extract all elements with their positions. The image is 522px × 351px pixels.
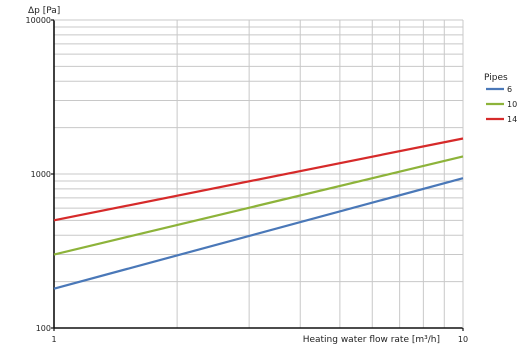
legend-label-14: 14 (507, 115, 517, 124)
y-tick-label: 1000 (31, 170, 51, 179)
series-line-10 (53, 155, 464, 256)
x-axis-label: Heating water flow rate [m³/h] (303, 335, 440, 345)
legend-title: Pipes (484, 73, 508, 83)
y-tick-label: 10000 (26, 16, 51, 25)
plot-lines (53, 137, 464, 290)
x-tick-label: 10 (458, 335, 468, 344)
y-axis-label: Δp [Pa] (28, 6, 60, 16)
y-tick-label: 100 (36, 324, 51, 333)
legend-label-6: 6 (507, 85, 512, 94)
legend: Pipes 6 10 14 (484, 73, 517, 124)
grid (54, 20, 463, 328)
series-line-14 (53, 137, 464, 222)
legend-label-10: 10 (507, 100, 517, 109)
series-line-6 (53, 177, 464, 290)
tick-labels: 100 1000 10000 1 10 (26, 16, 469, 344)
x-tick-label: 1 (51, 335, 56, 344)
